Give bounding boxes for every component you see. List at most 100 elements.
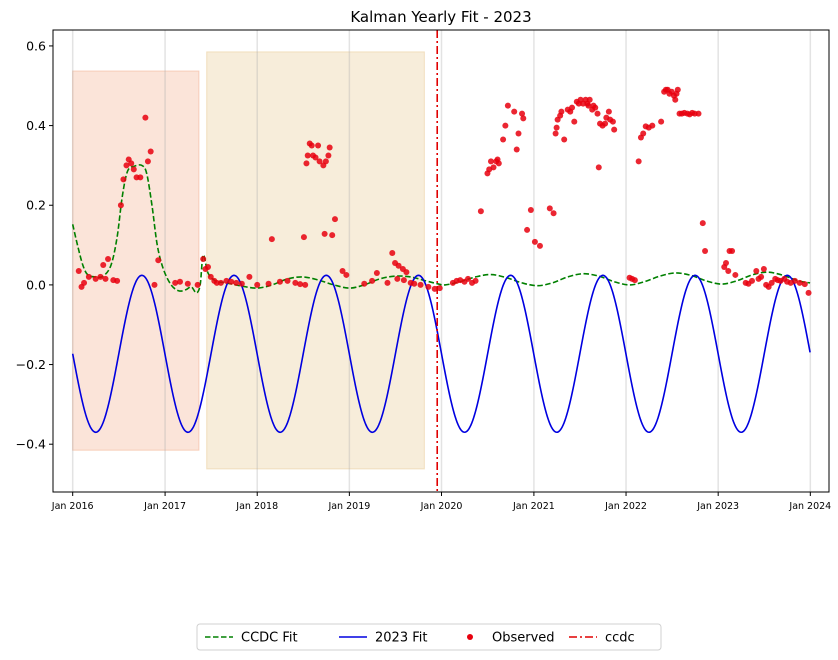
- observed-point: [417, 281, 424, 288]
- observed-point: [325, 152, 332, 159]
- observed-point: [207, 273, 214, 280]
- observed-point: [699, 220, 706, 227]
- observed-point: [322, 158, 329, 165]
- observed-point: [695, 110, 702, 117]
- observed-point: [373, 269, 380, 276]
- observed-point: [500, 136, 507, 143]
- observed-point: [758, 273, 765, 280]
- x-tick-label: Jan 2022: [604, 501, 647, 512]
- observed-point: [369, 277, 376, 284]
- observed-point: [147, 148, 154, 155]
- observed-point: [732, 271, 739, 278]
- observed-point: [571, 118, 578, 125]
- observed-point: [546, 205, 553, 212]
- observed-point: [753, 267, 760, 274]
- observed-point: [75, 267, 82, 274]
- observed-point: [304, 152, 311, 159]
- observed-point: [81, 279, 88, 286]
- observed-point: [343, 271, 350, 278]
- observed-point: [431, 285, 438, 292]
- observed-point: [805, 289, 812, 296]
- observed-point: [200, 256, 207, 263]
- observed-point: [436, 285, 443, 292]
- series-2023-fit-line: [71, 274, 811, 434]
- observed-point: [553, 124, 560, 131]
- legend-label: 2023 Fit: [375, 631, 427, 646]
- observed-point: [246, 273, 253, 280]
- observed-point: [120, 176, 127, 183]
- observed-point: [389, 250, 396, 257]
- observed-point: [487, 158, 494, 165]
- observed-point: [276, 278, 283, 285]
- observed-point: [329, 232, 336, 239]
- observed-point: [321, 230, 328, 237]
- observed-point: [105, 256, 112, 263]
- observed-point: [223, 277, 230, 284]
- legend-label: Observed: [492, 631, 555, 646]
- observed-point: [536, 242, 543, 249]
- observed-point: [117, 202, 124, 209]
- legend-item-ccdc: ccdc: [569, 631, 635, 646]
- observed-point: [92, 275, 99, 282]
- observed-point: [233, 279, 240, 286]
- observed-point: [801, 281, 808, 288]
- observed-point: [729, 248, 736, 255]
- x-tick-label: Jan 2017: [143, 501, 186, 512]
- observed-point: [586, 96, 593, 103]
- observed-point: [137, 174, 144, 181]
- observed-point: [114, 277, 121, 284]
- observed-point: [649, 122, 656, 129]
- observed-point: [194, 281, 201, 288]
- observed-point: [400, 277, 407, 284]
- x-tick-label: Jan 2024: [788, 501, 831, 512]
- observed-point: [238, 280, 245, 287]
- observed-point: [172, 279, 179, 286]
- observed-point: [477, 208, 484, 215]
- observed-point: [331, 216, 338, 223]
- y-tick-label: 0.2: [26, 198, 46, 213]
- observed-point: [123, 162, 130, 169]
- series-ccdc-fit-line: [71, 164, 811, 294]
- observed-point: [768, 279, 775, 286]
- observed-point: [100, 261, 107, 268]
- observed-point: [297, 281, 304, 288]
- observed-point: [504, 102, 511, 109]
- x-tick-label: Jan 2018: [235, 501, 278, 512]
- legend-item-observed: Observed: [467, 631, 555, 646]
- observed-point: [531, 238, 538, 245]
- plot-area: −0.4 −0.2 0.0 0.2 0.4 0.6 Jan 2016 Jan 2017 Jan …: [16, 29, 831, 512]
- observed-point: [395, 262, 402, 269]
- observed-point: [592, 104, 599, 111]
- legend-box: [196, 623, 662, 651]
- observed-point: [204, 263, 211, 270]
- shaded-region-2: [206, 51, 425, 470]
- shaded-region-1: [72, 70, 200, 451]
- legend-observed-marker: [467, 634, 473, 640]
- observed-point: [552, 130, 559, 137]
- observed-point: [303, 160, 310, 167]
- observed-point: [605, 108, 612, 115]
- observed-point: [265, 280, 272, 287]
- observed-point: [465, 275, 472, 282]
- legend-item-ccdc-fit: CCDC Fit: [205, 631, 298, 646]
- observed-point: [128, 160, 135, 167]
- observed-point: [292, 279, 299, 286]
- observed-point: [228, 278, 235, 285]
- plot-frame: [52, 29, 830, 493]
- legend-label: CCDC Fit: [241, 631, 298, 646]
- observed-point: [315, 142, 322, 149]
- observed-point: [640, 130, 647, 137]
- x-tick-label: Jan 2019: [327, 501, 370, 512]
- observed-point: [217, 279, 224, 286]
- x-tick-label: Jan 2020: [420, 501, 463, 512]
- observed-point: [339, 267, 346, 274]
- observed-point: [144, 158, 151, 165]
- observed-point: [796, 279, 803, 286]
- observed-point: [723, 259, 730, 266]
- legend-label: ccdc: [605, 631, 635, 646]
- observed-point: [511, 108, 518, 115]
- observed-point: [520, 115, 527, 122]
- observed-point: [502, 122, 509, 129]
- observed-point: [302, 281, 309, 288]
- y-tick-label: 0.0: [26, 277, 46, 292]
